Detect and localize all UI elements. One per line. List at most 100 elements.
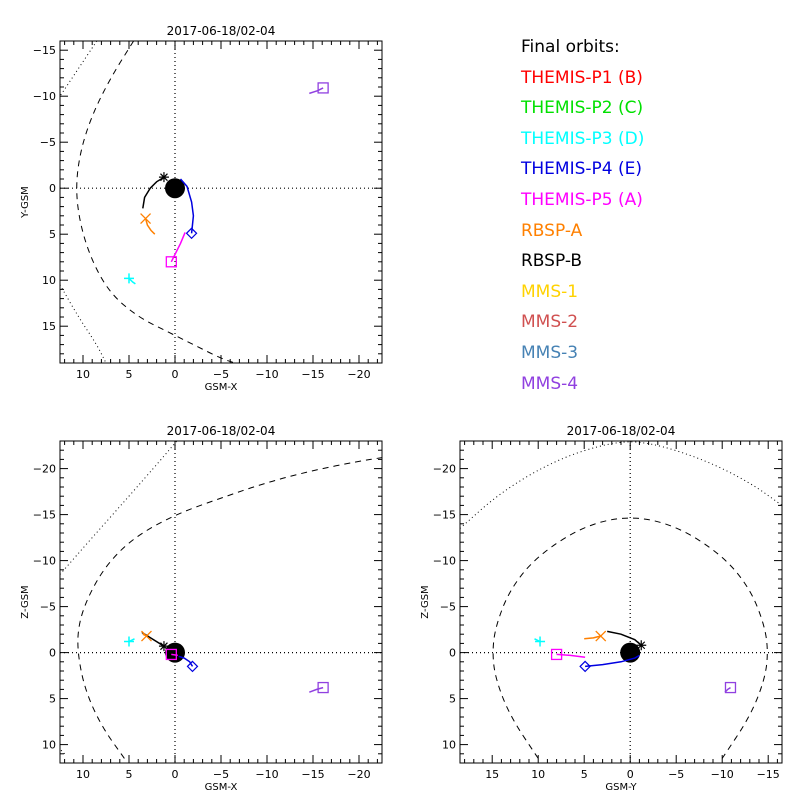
x-marker — [140, 213, 152, 225]
x-tick-label: −10 — [255, 768, 278, 781]
y-axis-label: Z-GSM — [20, 585, 31, 618]
orbit-path — [556, 653, 586, 658]
y-tick-label: −20 — [33, 463, 56, 476]
x-tick-label: −5 — [668, 768, 684, 781]
legend: Final orbits: THEMIS-P1 (B) THEMIS-P2 (C)… — [521, 32, 644, 399]
orbit-path — [178, 655, 194, 667]
orbit-track — [178, 655, 199, 673]
y-tick-label: 10 — [442, 739, 456, 752]
diamond-marker — [185, 227, 198, 240]
asterisk-marker — [158, 172, 169, 183]
plot-frame — [459, 440, 783, 764]
x-tick-label: −15 — [301, 368, 324, 381]
y-tick-label: −15 — [433, 509, 456, 522]
orbit-track — [141, 630, 152, 642]
x-axis-label: GSM-X — [205, 382, 238, 393]
orbit-track — [534, 636, 546, 647]
orbit-path — [142, 176, 165, 209]
y-tick-label: −5 — [40, 601, 56, 614]
orbit-track — [140, 213, 156, 235]
magnetopause-curve — [77, 457, 382, 759]
y-tick-label: −5 — [440, 601, 456, 614]
diamond-marker — [186, 660, 199, 673]
x-tick-label: 5 — [126, 368, 133, 381]
y-axis-label: Y-GSM — [20, 186, 31, 219]
plot-area — [60, 441, 382, 763]
y-tick-label: 5 — [449, 693, 456, 706]
legend-item: MMS-1 — [521, 281, 579, 302]
orbit-path — [585, 654, 640, 668]
orbit-path — [584, 635, 601, 640]
x-tick-label: −10 — [711, 768, 734, 781]
legend-item: THEMIS-P1 (B) — [521, 67, 643, 88]
plot-area — [60, 41, 382, 363]
plot-frame — [59, 440, 383, 764]
orbit-track — [724, 681, 737, 694]
x-tick-label: 0 — [627, 768, 634, 781]
square-marker — [317, 681, 329, 694]
chart-title: 2017-06-18/02-04 — [167, 24, 276, 38]
plus-marker — [124, 636, 134, 647]
orbit-path — [179, 178, 195, 234]
y-tick-label: −15 — [33, 509, 56, 522]
legend-item: MMS-4 — [521, 373, 579, 394]
y-tick-label: −15 — [33, 44, 56, 57]
y-tick-label: 5 — [49, 693, 56, 706]
axis-ticks — [60, 440, 382, 764]
orbit-track — [309, 82, 329, 95]
diamond-marker — [579, 660, 591, 673]
plus-marker — [535, 636, 546, 647]
y-tick-label: −10 — [433, 555, 456, 568]
earth-marker — [165, 642, 185, 663]
x-tick-label: −15 — [301, 768, 324, 781]
panel-xy: 10 5 0 −5 −10 −15 −20 −15 −10 −5 0 5 10 15 2017-06-18/… — [20, 24, 383, 393]
y-tick-label: 0 — [49, 182, 56, 195]
earth-marker — [165, 178, 185, 199]
legend-item: THEMIS-P2 (C) — [521, 98, 644, 119]
y-tick-label: −10 — [33, 555, 56, 568]
legend-item: MMS-3 — [521, 342, 579, 363]
x-axis-label: GSM-X — [205, 782, 238, 793]
orbit-track — [165, 648, 178, 661]
panel-yz: 15 10 5 0 −5 −10 −15 10 5 0 −5 −10 −15 −20 2017-06-18/… — [420, 424, 783, 793]
y-tick-label: −5 — [40, 136, 56, 149]
orbit-track — [584, 630, 607, 642]
bow-shock-curve — [60, 41, 98, 97]
x-tick-label: 0 — [172, 768, 179, 781]
orbit-track — [550, 648, 586, 661]
x-tick-label: −20 — [347, 768, 370, 781]
x-tick-label: −20 — [347, 368, 370, 381]
panel-xz: 10 5 0 −5 −10 −15 −20 10 5 0 −5 −10 −15 −20 2017-06-18… — [20, 424, 383, 793]
square-marker — [317, 82, 329, 94]
y-tick-label: 10 — [42, 274, 56, 287]
orbit-path — [144, 218, 156, 235]
x-tick-label: 5 — [126, 768, 133, 781]
x-tick-label: −5 — [213, 768, 229, 781]
axis-ticks — [60, 40, 382, 364]
square-marker — [165, 256, 177, 268]
y-tick-label: 5 — [49, 228, 56, 241]
legend-item: THEMIS-P5 (A) — [521, 189, 643, 210]
orbit-track — [124, 273, 136, 285]
square-marker — [724, 681, 737, 694]
x-tick-label: 10 — [76, 368, 90, 381]
y-tick-label: −20 — [433, 463, 456, 476]
x-marker — [595, 630, 607, 642]
y-axis-label: Z-GSM — [420, 585, 431, 618]
orbit-track — [579, 654, 640, 673]
legend-item: RBSP-B — [521, 251, 583, 272]
chart-title: 2017-06-18/02-04 — [567, 424, 676, 438]
legend-item: THEMIS-P4 (E) — [521, 159, 642, 180]
bow-shock-curve — [60, 441, 178, 575]
orbit-track — [309, 681, 329, 694]
x-axis-label: GSM-Y — [605, 782, 637, 793]
legend-title: Final orbits: — [521, 37, 620, 57]
orbit-track — [607, 630, 647, 651]
x-tick-label: 15 — [485, 768, 499, 781]
orbit-path — [309, 686, 324, 693]
plot-frame — [59, 40, 383, 364]
x-tick-label: 10 — [76, 768, 90, 781]
legend-item: THEMIS-P3 (D) — [521, 128, 645, 149]
legend-item: MMS-2 — [521, 312, 579, 333]
